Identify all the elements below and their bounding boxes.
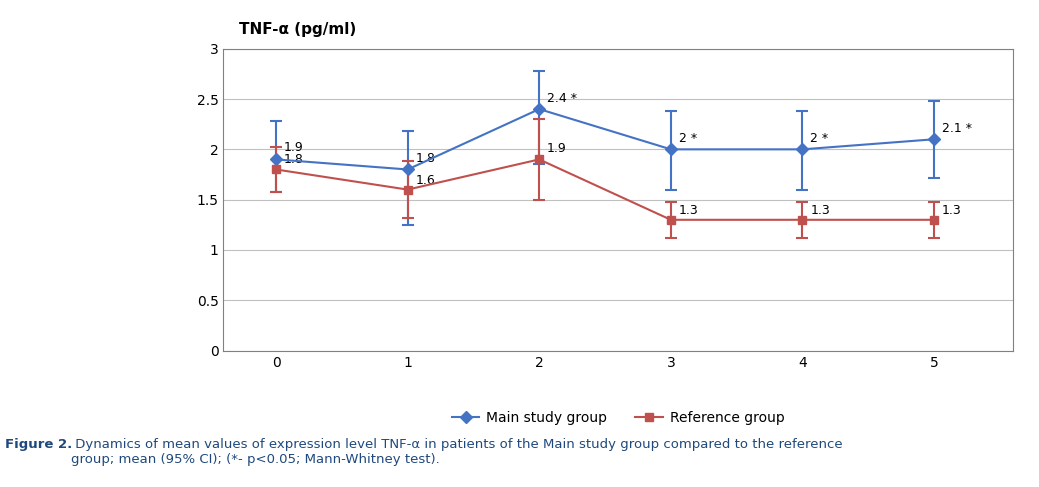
Text: 1.9: 1.9 xyxy=(548,142,567,155)
Text: 2.1 *: 2.1 * xyxy=(942,122,971,135)
Text: 1.3: 1.3 xyxy=(678,204,698,217)
Text: 1.3: 1.3 xyxy=(942,204,962,217)
Text: 1.8: 1.8 xyxy=(284,153,303,167)
Text: 1.8: 1.8 xyxy=(416,152,435,166)
Text: 1.3: 1.3 xyxy=(810,204,830,217)
Text: 2.4 *: 2.4 * xyxy=(548,92,577,105)
Text: 2 *: 2 * xyxy=(810,132,828,145)
Text: TNF-α (pg/ml): TNF-α (pg/ml) xyxy=(239,21,356,37)
Legend: Main study group, Reference group: Main study group, Reference group xyxy=(446,406,791,431)
Text: 2 *: 2 * xyxy=(678,132,697,145)
Text: 1.6: 1.6 xyxy=(416,173,435,187)
Text: Dynamics of mean values of expression level TNF-α in patients of the Main study : Dynamics of mean values of expression le… xyxy=(71,438,843,466)
Text: 1.9: 1.9 xyxy=(284,141,303,154)
Text: Figure 2.: Figure 2. xyxy=(5,438,73,451)
